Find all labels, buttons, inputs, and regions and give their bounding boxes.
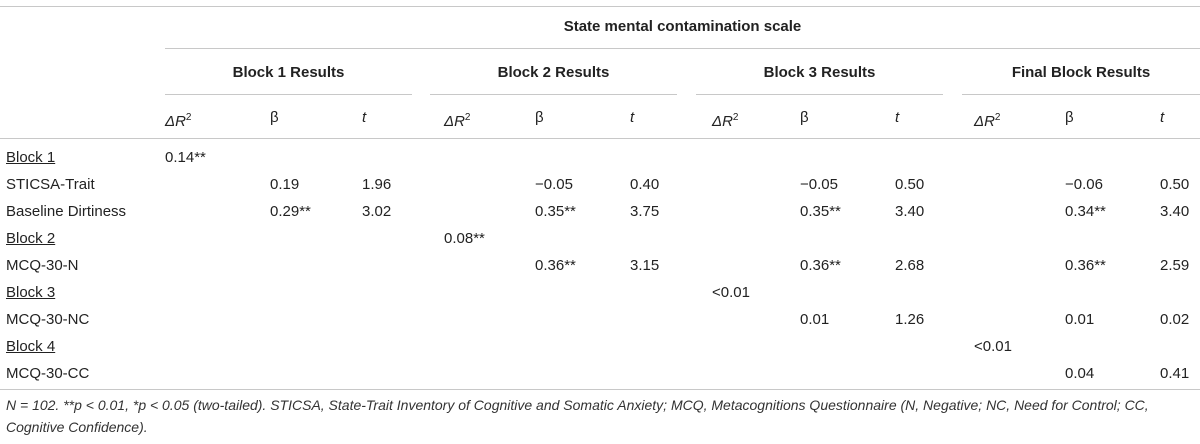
block-header: Block 2 Results	[497, 64, 610, 81]
beta-header: β	[270, 109, 279, 126]
row-label: Baseline Dirtiness	[6, 203, 127, 220]
table-cell: 3.40	[1160, 203, 1190, 220]
table-cell: 0.36**	[1065, 257, 1106, 274]
table-cell: 0.08**	[444, 230, 485, 247]
block2-rule	[430, 94, 677, 95]
table-cell: 0.34**	[1065, 203, 1106, 220]
block3-rule	[696, 94, 943, 95]
row-label: STICSA-Trait	[6, 176, 95, 193]
block-header: Block 1 Results	[232, 64, 345, 81]
table-cell: <0.01	[712, 284, 750, 301]
block1-rule	[165, 94, 412, 95]
superscript-2: 2	[994, 112, 1001, 123]
table-cell: 0.40	[630, 176, 660, 193]
table-cell: 3.15	[630, 257, 660, 274]
table-cell: 0.29**	[270, 203, 311, 220]
t-header: t	[630, 109, 635, 126]
table-cell: −0.06	[1065, 176, 1103, 193]
table-cell: 0.50	[1160, 176, 1190, 193]
row-label: MCQ-30-N	[6, 257, 79, 274]
top-rule	[0, 6, 1200, 7]
bottom-rule	[0, 389, 1200, 390]
row-label: MCQ-30-CC	[6, 365, 90, 382]
table-cell: 0.01	[1065, 311, 1095, 328]
block-header: Final Block Results	[1011, 64, 1151, 81]
t-header: t	[1160, 109, 1165, 126]
superscript-2: 2	[464, 112, 471, 123]
table-cell: 0.02	[1160, 311, 1190, 328]
delta-r-label: ΔR	[444, 113, 465, 130]
table-cell: 1.96	[362, 176, 392, 193]
table-cell: 0.36**	[535, 257, 576, 274]
table-cell: 0.36**	[800, 257, 841, 274]
table-cell: 0.04	[1065, 365, 1095, 382]
table-cell: 0.35**	[800, 203, 841, 220]
delta-r2-header: ΔR2	[165, 109, 191, 131]
delta-r2-header: ΔR2	[974, 109, 1000, 131]
row-label: Block 4	[6, 338, 56, 355]
header-rule	[165, 48, 1200, 49]
table-cell: <0.01	[974, 338, 1012, 355]
delta-r2-header: ΔR2	[444, 109, 470, 131]
beta-header: β	[535, 109, 544, 126]
table-cell: 0.41	[1160, 365, 1190, 382]
table-cell: 0.14**	[165, 149, 206, 166]
table-cell: 2.59	[1160, 257, 1190, 274]
table-cell: 0.35**	[535, 203, 576, 220]
superscript-2: 2	[185, 112, 192, 123]
beta-header: β	[800, 109, 809, 126]
t-header: t	[362, 109, 367, 126]
row-label: Block 2	[6, 230, 56, 247]
table-cell: 0.01	[800, 311, 830, 328]
delta-r-label: ΔR	[974, 113, 995, 130]
row-label: Block 3	[6, 284, 56, 301]
table-cell: 0.19	[270, 176, 300, 193]
table-cell: 0.50	[895, 176, 925, 193]
table-cell: 3.75	[630, 203, 660, 220]
table-cell: −0.05	[535, 176, 573, 193]
block-header: Block 3 Results	[763, 64, 876, 81]
table-cell: −0.05	[800, 176, 838, 193]
row-label: Block 1	[6, 149, 56, 166]
table-cell: 1.26	[895, 311, 925, 328]
table-cell: 3.02	[362, 203, 392, 220]
final-block-rule	[962, 94, 1200, 95]
t-header: t	[895, 109, 900, 126]
superscript-2: 2	[732, 112, 739, 123]
delta-r-label: ΔR	[165, 113, 186, 130]
table-cell: 2.68	[895, 257, 925, 274]
subheader-rule	[0, 138, 1200, 139]
beta-header: β	[1065, 109, 1074, 126]
delta-r2-header: ΔR2	[712, 109, 738, 131]
delta-r-label: ΔR	[712, 113, 733, 130]
table-cell: 3.40	[895, 203, 925, 220]
main-header: State mental contamination scale	[563, 18, 802, 35]
row-label: MCQ-30-NC	[6, 311, 90, 328]
table-footnote: N = 102. **p < 0.01, *p < 0.05 (two-tail…	[6, 397, 1149, 435]
